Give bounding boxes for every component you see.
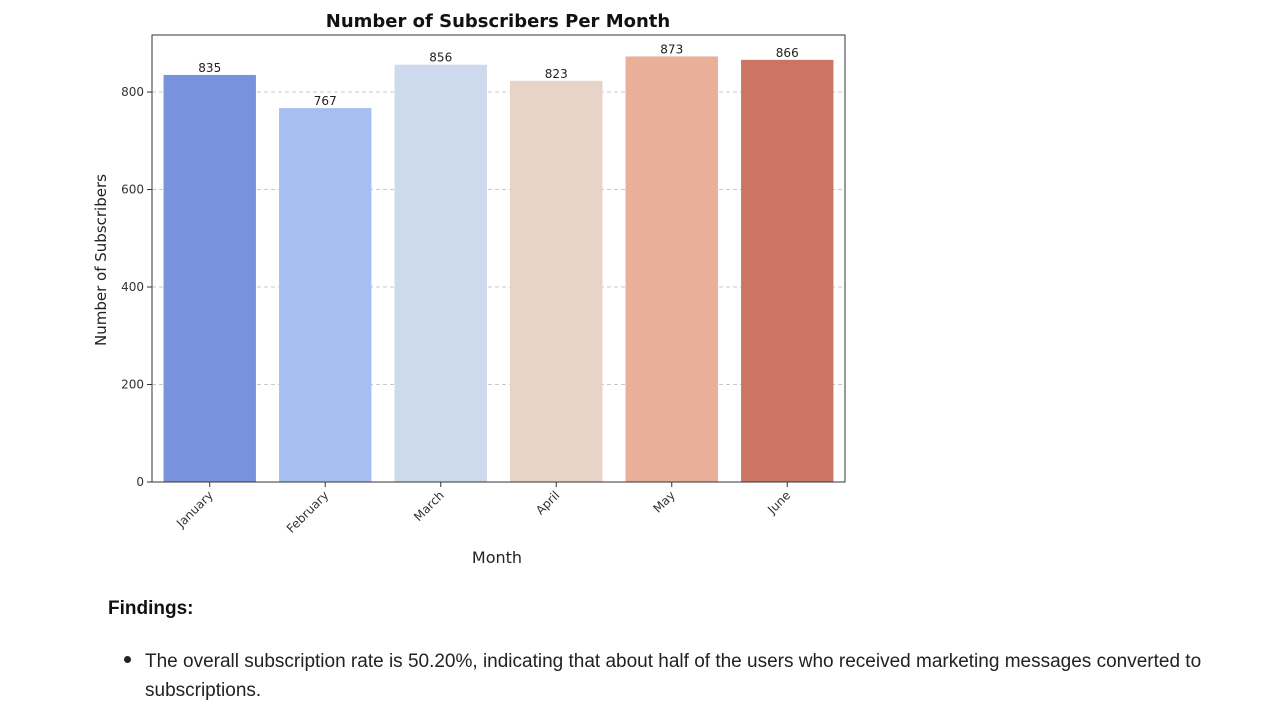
bar-value-label: 835 [198, 61, 221, 75]
chart-title: Number of Subscribers Per Month [326, 11, 670, 32]
x-tick-label: February [284, 488, 332, 536]
findings-heading: Findings: [108, 598, 194, 619]
y-tick-label: 600 [121, 183, 144, 197]
bar-value-label: 856 [429, 51, 452, 65]
bar-value-label: 767 [314, 94, 337, 108]
x-tick-label: June [764, 488, 793, 517]
y-tick-label: 400 [121, 280, 144, 294]
bar [163, 74, 256, 482]
x-tick-label: January [173, 488, 216, 531]
plot-frame [151, 34, 846, 483]
x-tick-label: April [533, 488, 562, 517]
grid-lines [152, 91, 845, 386]
x-tick-label: May [650, 488, 677, 515]
bar [741, 59, 834, 482]
y-tick-label: 0 [136, 475, 144, 489]
bars [163, 56, 834, 482]
y-tick-label: 800 [121, 85, 144, 99]
bar [625, 56, 718, 482]
y-tick-label: 200 [121, 378, 144, 392]
bar [394, 64, 487, 482]
x-axis-ticks: January February March April May June [173, 482, 793, 536]
y-axis-label: Number of Subscribers [92, 174, 110, 346]
finding-item: The overall subscription rate is 50.20%,… [124, 647, 1225, 705]
x-tick-label: March [411, 488, 447, 524]
bar-chart: Number of Subscribers Per Month 835 767 85… [92, 11, 846, 567]
bar [279, 108, 372, 482]
bar-value-label: 873 [660, 42, 683, 56]
bar-value-label: 823 [545, 67, 568, 81]
bar-value-labels: 835 767 856 823 873 866 [198, 42, 798, 108]
bar [510, 80, 603, 482]
y-axis-ticks: 0 200 400 600 800 [121, 85, 152, 489]
x-axis-label: Month [472, 548, 522, 567]
bar-value-label: 866 [776, 46, 799, 60]
findings-list: The overall subscription rate is 50.20%,… [124, 647, 1225, 705]
